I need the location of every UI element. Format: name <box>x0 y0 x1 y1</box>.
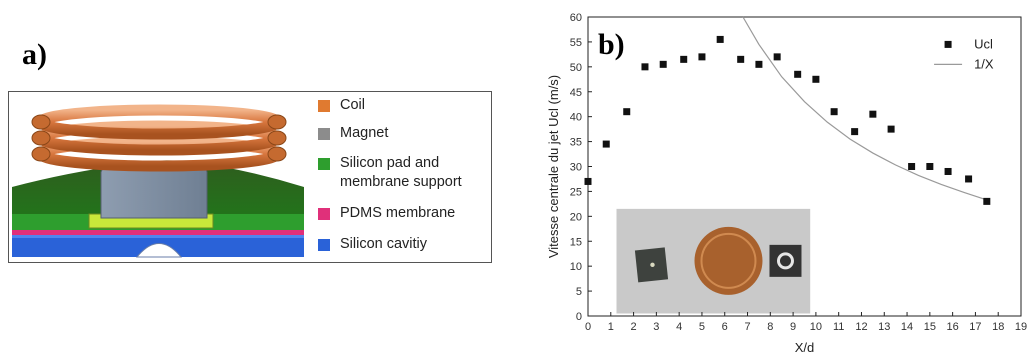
x-tick-label: 19 <box>1015 321 1027 333</box>
data-point-ucl <box>887 125 895 133</box>
x-tick-label: 17 <box>969 321 981 333</box>
x-axis-title: X/d <box>795 340 815 355</box>
y-axis-title: Vitesse centrale du jet Ucl (m/s) <box>546 75 561 258</box>
y-tick-label: 40 <box>570 112 582 124</box>
coil <box>35 104 283 172</box>
coin-in-photo <box>694 226 763 295</box>
legend-swatch <box>318 208 330 220</box>
legend-label: Magnet <box>340 125 389 141</box>
data-point-ucl <box>641 63 649 71</box>
x-tick-label: 18 <box>992 321 1004 333</box>
jet-velocity-chart: 0 1 2 3 4 5 6 7 8 9 10 11 12 13 14 15 16 17 18 190510152025… <box>546 12 1027 355</box>
panel-a-label: a) <box>22 38 47 71</box>
data-point-ucl <box>983 197 991 205</box>
x-tick-label: 8 <box>767 321 773 333</box>
x-tick-label: 4 <box>676 321 682 333</box>
legend-label-ucl: Ucl <box>974 36 993 51</box>
device-schematic-panel: Coil Magnet Silicon pad and membrane suppo… <box>8 91 492 263</box>
y-tick-label: 60 <box>570 12 582 24</box>
x-tick-label: 1 <box>608 321 614 333</box>
coin-ring <box>700 232 757 289</box>
legend-label: PDMS membrane <box>340 205 456 221</box>
legend-swatch <box>318 128 330 140</box>
legend-swatch <box>318 239 330 251</box>
data-point-ucl <box>680 55 688 63</box>
y-tick-label: 20 <box>570 211 582 223</box>
x-tick-label: 3 <box>653 321 659 333</box>
chip-hole <box>650 262 655 268</box>
legend-label-1-over-x: 1/X <box>974 56 994 71</box>
y-tick-label: 55 <box>570 37 582 49</box>
y-tick-label: 35 <box>570 137 582 149</box>
data-point-ucl <box>623 108 631 116</box>
legend-label: Silicon cavitiy <box>340 236 428 252</box>
x-tick-label: 11 <box>833 321 844 333</box>
y-tick-label: 30 <box>570 162 582 174</box>
panel-b-label: b) <box>598 28 625 61</box>
ring-device-in-photo <box>769 244 802 277</box>
x-tick-label: 15 <box>924 321 936 333</box>
schematic-legend-item: PDMS membrane <box>318 204 510 223</box>
legend-swatch <box>318 158 330 170</box>
x-tick-label: 5 <box>699 321 705 333</box>
legend-label: Silicon pad and membrane support <box>340 155 462 190</box>
data-point-ucl <box>944 167 952 175</box>
series-line-1-over-x <box>742 16 988 201</box>
x-tick-label: 10 <box>810 321 822 333</box>
schematic-legend-item: Silicon pad and membrane support <box>318 154 510 192</box>
data-point-ucl <box>965 175 973 183</box>
data-point-ucl <box>794 70 802 78</box>
y-tick-label: 5 <box>576 286 582 298</box>
y-tick-label: 25 <box>570 186 582 198</box>
x-tick-label: 13 <box>878 321 890 333</box>
legend-label: Coil <box>340 97 365 113</box>
x-tick-label: 0 <box>585 321 591 333</box>
x-tick-label: 2 <box>631 321 637 333</box>
data-point-ucl <box>812 75 820 83</box>
x-tick-label: 6 <box>722 321 728 333</box>
y-tick-label: 10 <box>570 261 582 273</box>
x-tick-label: 16 <box>947 321 959 333</box>
data-point-ucl <box>602 140 610 148</box>
x-tick-label: 12 <box>855 321 867 333</box>
data-point-ucl <box>830 108 838 116</box>
data-point-ucl <box>755 60 763 68</box>
device-cross-section-illustration <box>12 104 304 258</box>
x-tick-label: 14 <box>901 321 913 333</box>
schematic-legend-item: Silicon cavitiy <box>318 235 510 254</box>
data-point-ucl <box>698 53 706 61</box>
x-tick-label: 9 <box>790 321 796 333</box>
pdms-membrane-layer <box>12 230 304 235</box>
y-tick-label: 50 <box>570 62 582 74</box>
schematic-legend-item: Coil <box>318 96 510 115</box>
ring-device-ring <box>776 252 794 270</box>
data-point-ucl <box>851 128 859 136</box>
data-point-ucl <box>773 53 781 61</box>
y-tick-label: 15 <box>570 236 582 248</box>
data-point-ucl <box>869 110 877 118</box>
data-point-ucl <box>659 60 667 68</box>
data-point-ucl <box>908 163 916 170</box>
cavity-opening <box>135 243 183 258</box>
y-tick-label: 0 <box>576 311 582 323</box>
x-tick-label: 7 <box>744 321 750 333</box>
y-tick-label: 45 <box>570 87 582 99</box>
legend-marker-ucl <box>944 40 952 48</box>
schematic-legend-item: Magnet <box>318 124 510 143</box>
data-point-ucl <box>926 163 934 170</box>
data-point-ucl <box>584 177 592 185</box>
data-point-ucl <box>737 55 745 63</box>
legend-swatch <box>318 100 330 112</box>
data-point-ucl <box>716 35 724 43</box>
